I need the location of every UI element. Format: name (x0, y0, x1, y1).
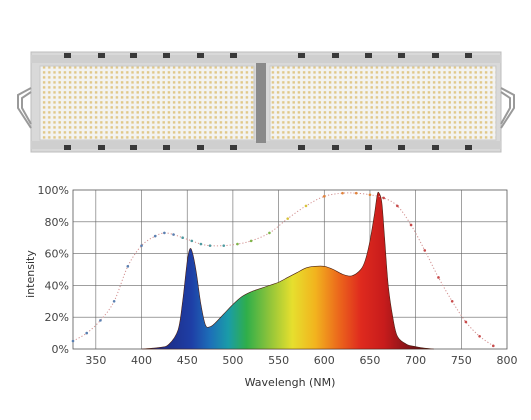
envelope-point (181, 236, 184, 239)
y-tick-label: 100% (38, 184, 69, 197)
envelope-point (99, 319, 102, 322)
led-panel-left (39, 65, 255, 141)
envelope-dotted-line (72, 192, 494, 347)
x-tick-label: 650 (359, 354, 380, 367)
fixture-bottom-rail (31, 141, 501, 149)
envelope-point (382, 196, 385, 200)
x-tick-label: 800 (497, 354, 518, 367)
envelope-point (140, 244, 143, 247)
x-tick-label: 550 (268, 354, 289, 367)
spectrum-chart: 350 400 450 500 550 600 650 700 750 800 0% 20% 40% 6… (24, 184, 518, 389)
y-tick-label: 40% (45, 279, 69, 292)
envelope-point (322, 195, 326, 198)
envelope-point (368, 193, 372, 197)
x-tick-label: 400 (131, 354, 152, 367)
envelope-point (341, 191, 344, 195)
right-bracket (500, 87, 515, 129)
envelope-point (478, 334, 481, 338)
envelope-point (409, 223, 413, 227)
y-tick-label: 0% (52, 343, 69, 356)
chart-grid (72, 189, 508, 350)
led-panel-right (269, 65, 497, 141)
envelope-markers (71, 191, 495, 348)
envelope-point (163, 231, 166, 235)
envelope-point (304, 204, 308, 208)
envelope-point (153, 234, 157, 238)
spectrum-area (141, 191, 434, 350)
y-tick-labels: 0% 20% 40% 60% 80% 100% (38, 184, 69, 356)
y-tick-label: 60% (45, 248, 69, 261)
x-tick-labels: 350 400 450 500 550 600 650 700 750 800 (85, 354, 517, 367)
x-tick-label: 350 (85, 354, 106, 367)
envelope-point (354, 191, 358, 195)
x-tick-label: 450 (177, 354, 198, 367)
x-tick-label: 700 (405, 354, 426, 367)
envelope-point (85, 331, 89, 335)
envelope-point (423, 249, 427, 252)
x-tick-label: 500 (222, 354, 243, 367)
led-fixture-image (17, 51, 515, 153)
envelope-point (71, 339, 75, 343)
envelope-point (396, 204, 399, 208)
envelope-point (208, 244, 212, 247)
envelope-point (437, 276, 440, 279)
envelope-point (268, 231, 271, 235)
bottom-clips (64, 145, 472, 150)
envelope-point (249, 239, 253, 243)
envelope-point (126, 265, 130, 268)
envelope-point (236, 242, 239, 246)
center-divider (256, 63, 266, 143)
fixture-top-rail (31, 55, 501, 63)
left-bracket (17, 87, 32, 129)
y-tick-label: 80% (45, 216, 69, 229)
envelope-point (172, 233, 175, 236)
envelope-point (491, 344, 495, 348)
y-axis-title: intensity (24, 250, 37, 298)
envelope-point (286, 217, 290, 220)
envelope-point (199, 242, 203, 246)
envelope-point (112, 300, 116, 303)
envelope-point (190, 239, 194, 243)
envelope-point (464, 320, 468, 324)
envelope-point (222, 244, 226, 247)
y-tick-label: 20% (45, 311, 69, 324)
x-tick-label: 600 (314, 354, 335, 367)
top-clips (64, 53, 472, 58)
x-axis-title: Wavelengh (NM) (245, 376, 336, 389)
x-tick-label: 750 (451, 354, 472, 367)
envelope-point (450, 300, 454, 303)
